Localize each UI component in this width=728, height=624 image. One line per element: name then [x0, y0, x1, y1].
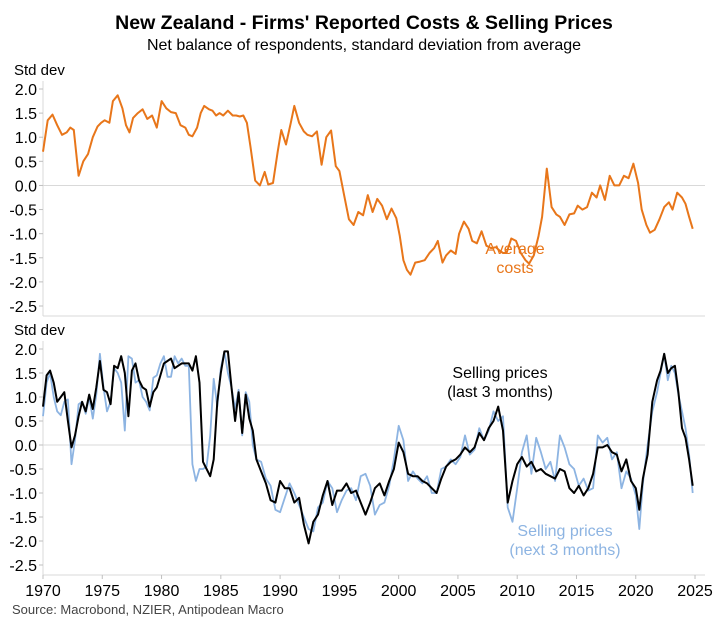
top-y-tick-label: 0.0 — [15, 178, 37, 195]
top-y-tick-label: -2.0 — [9, 275, 37, 292]
x-tick-label: 1970 — [25, 583, 61, 600]
top-series — [42, 94, 694, 276]
bottom-annotations: Selling prices (last 3 months) Selling pri… — [447, 365, 620, 559]
x-tick-label: 2000 — [381, 583, 417, 600]
top-annotations: Average costs — [485, 241, 544, 277]
x-tick-label: 1985 — [203, 583, 239, 600]
annotation-selling-prices-last: (last 3 months) — [447, 384, 553, 401]
panel-average-costs: Std dev 2.0 1.5 1.0 0.5 0.0 -0.5 -1.0 -1.5 -2.0 -… — [9, 62, 705, 317]
annotation-average-costs: costs — [496, 260, 533, 277]
chart-subtitle: Net balance of respondents, standard dev… — [146, 37, 582, 54]
top-y-tick-label: 0.5 — [15, 154, 37, 171]
bottom-y-tick-label: 0.0 — [15, 438, 37, 455]
series-line-selling-prices-last — [42, 350, 694, 545]
series-line-selling-prices-next — [42, 350, 694, 533]
source-note: Source: Macrobond, NZIER, Antipodean Mac… — [12, 602, 284, 617]
x-tick-label: 2010 — [499, 583, 535, 600]
x-tick-label: 2015 — [559, 583, 595, 600]
x-axis: 1970 1975 1980 1985 1990 1995 2000 2005 2010 2015… — [25, 575, 713, 600]
bottom-y-tick-label: -2.5 — [9, 558, 37, 575]
bottom-y-tick-label: 2.0 — [15, 342, 37, 359]
x-tick-label: 2020 — [618, 583, 654, 600]
bottom-y-tick-label: 0.5 — [15, 414, 37, 431]
bottom-y-tick-label: 1.0 — [15, 390, 37, 407]
bottom-series — [42, 350, 694, 545]
top-y-tick-label: -0.5 — [9, 203, 37, 220]
top-y-axis-label: Std dev — [14, 62, 65, 79]
bottom-y-tick-label: -1.0 — [9, 486, 37, 503]
top-axes: 2.0 1.5 1.0 0.5 0.0 -0.5 -1.0 -1.5 -2.0 -2.5 — [9, 81, 705, 317]
bottom-y-tick-label: -2.0 — [9, 534, 37, 551]
annotation-selling-prices-next: Selling prices — [517, 523, 612, 540]
chart-title: New Zealand - Firms' Reported Costs & Se… — [115, 12, 613, 34]
annotation-average-costs: Average — [485, 241, 544, 258]
bottom-axes: 2.0 1.5 1.0 0.5 0.0 -0.5 -1.0 -1.5 -2.0 -2.5 — [9, 341, 705, 576]
top-y-tick-label: -1.5 — [9, 251, 37, 268]
panel-selling-prices: Std dev 2.0 1.5 1.0 0.5 0.0 -0.5 -1.0 -1.5 -2.0 -… — [9, 322, 713, 600]
bottom-y-tick-label: -0.5 — [9, 462, 37, 479]
x-tick-label: 2025 — [677, 583, 713, 600]
annotation-selling-prices-next: (next 3 months) — [509, 542, 620, 559]
x-tick-label: 1990 — [262, 583, 298, 600]
bottom-y-axis-label: Std dev — [14, 322, 65, 339]
x-tick-label: 1995 — [322, 583, 358, 600]
x-tick-label: 2005 — [440, 583, 476, 600]
x-tick-label: 1975 — [84, 583, 120, 600]
top-y-tick-label: 1.5 — [15, 106, 37, 123]
bottom-y-tick-label: 1.5 — [15, 366, 37, 383]
x-tick-label: 1980 — [144, 583, 180, 600]
top-y-tick-label: 1.0 — [15, 130, 37, 147]
top-y-tick-label: -1.0 — [9, 227, 37, 244]
bottom-y-tick-label: -1.5 — [9, 510, 37, 527]
series-line-average-costs — [42, 94, 694, 276]
top-y-tick-label: -2.5 — [9, 299, 37, 316]
annotation-selling-prices-last: Selling prices — [452, 365, 547, 382]
top-y-tick-label: 2.0 — [15, 82, 37, 99]
